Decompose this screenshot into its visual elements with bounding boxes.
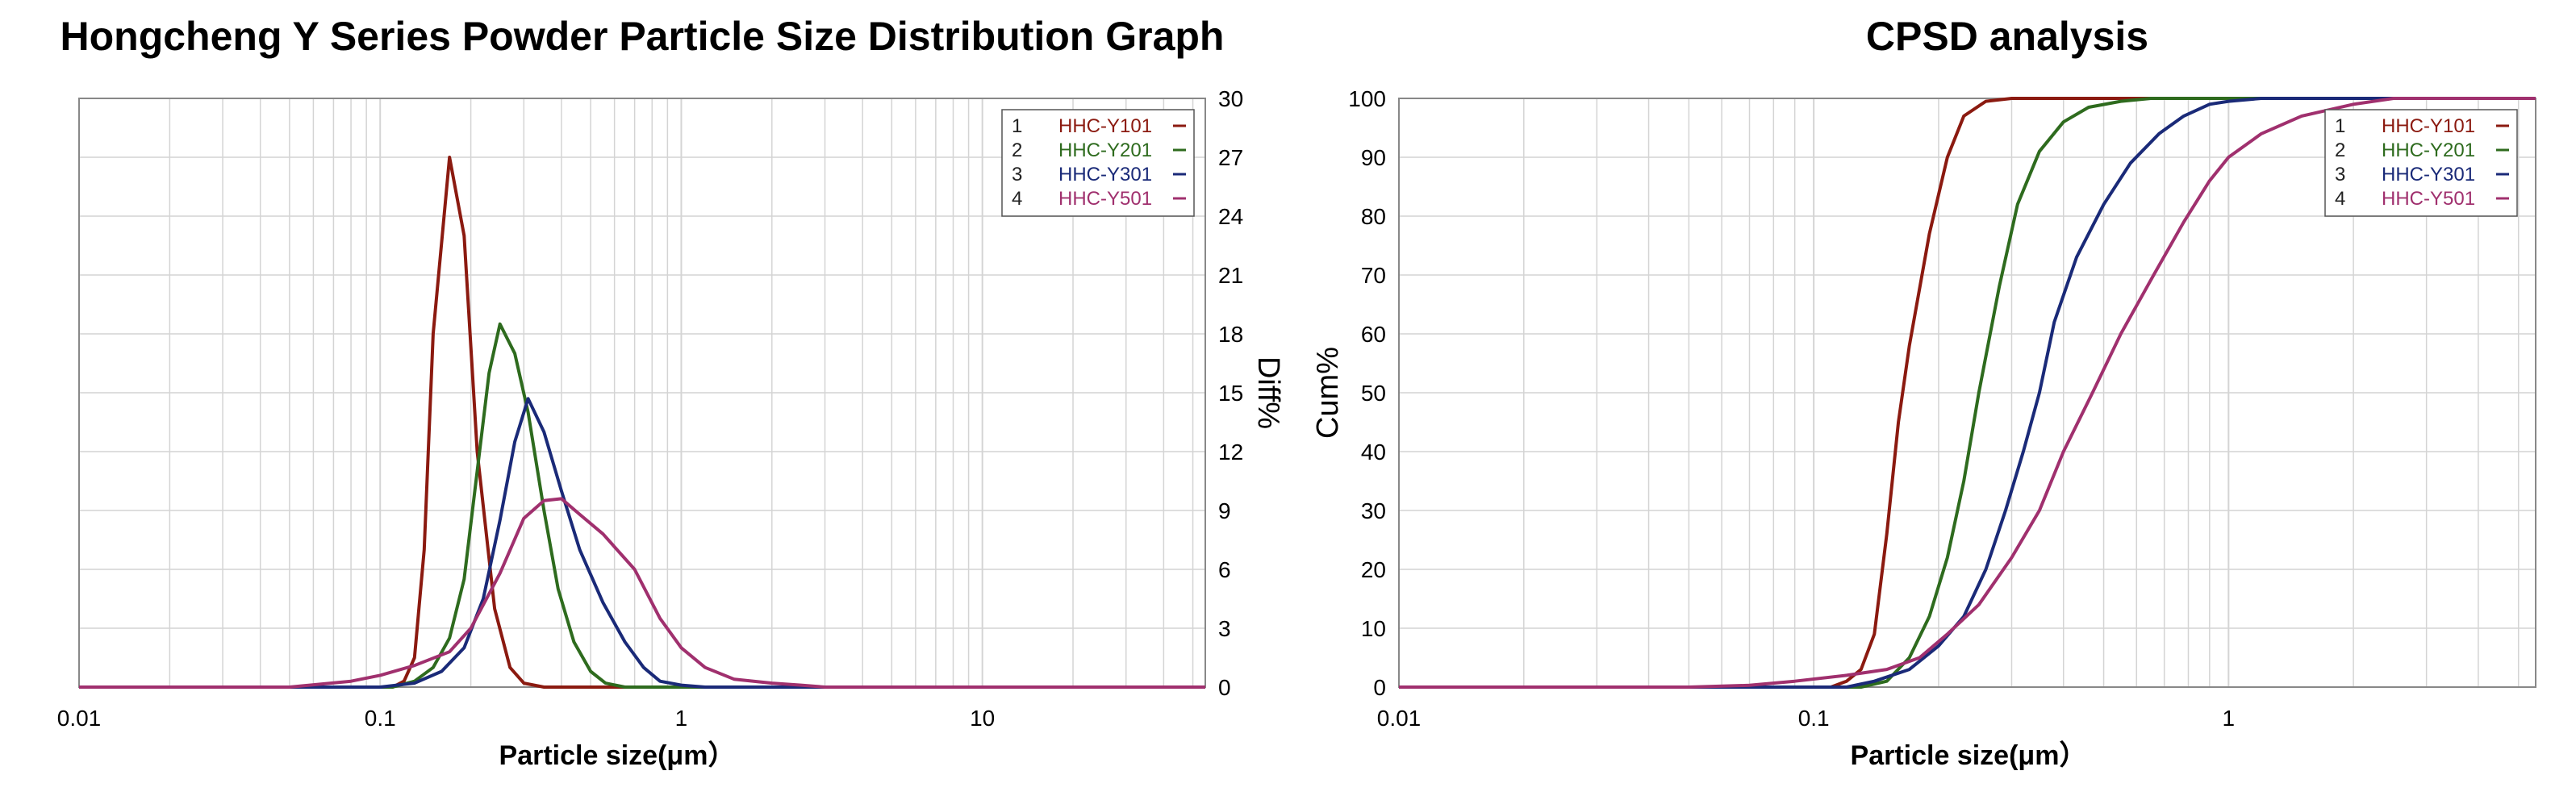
y-tick-label: 21 xyxy=(1218,263,1243,288)
y-tick-label: 18 xyxy=(1218,322,1243,347)
series-line-hhc-y501 xyxy=(79,497,1205,689)
x-tick-label: 0.01 xyxy=(57,706,102,731)
y-tick-label: 50 xyxy=(1361,381,1386,406)
y-tick-label: 40 xyxy=(1361,440,1386,465)
series-line-hhc-y501 xyxy=(1399,97,2536,689)
series-line-hhc-y301 xyxy=(79,397,1205,689)
legend-index: 1 xyxy=(2335,115,2345,137)
legend-index: 1 xyxy=(1012,115,1022,137)
y-axis-label: Cum% xyxy=(1311,347,1345,439)
y-tick-label: 90 xyxy=(1361,145,1386,170)
legend-box xyxy=(1001,109,1195,217)
y-tick-label: 0 xyxy=(1373,675,1386,700)
x-axis-label: Particle size(μm） xyxy=(1851,740,2087,771)
legend-index: 3 xyxy=(1012,164,1022,185)
x-tick-label: 1 xyxy=(2223,706,2236,731)
y-tick-label: 27 xyxy=(1218,145,1243,170)
legend-label: HHC-Y301 xyxy=(2382,164,2475,185)
chart-title: Hongcheng Y Series Powder Particle Size … xyxy=(61,14,1225,59)
y-tick-label: 6 xyxy=(1218,557,1231,582)
y-tick-label: 9 xyxy=(1218,498,1231,523)
x-tick-label: 0.1 xyxy=(1798,706,1830,731)
x-tick-label: 0.01 xyxy=(1377,706,1422,731)
legend-index: 3 xyxy=(2335,164,2345,185)
y-tick-label: 30 xyxy=(1361,498,1386,523)
y-tick-label: 20 xyxy=(1361,557,1386,582)
legend-index: 2 xyxy=(2335,140,2345,161)
x-axis-label: Particle size(μm） xyxy=(499,740,736,771)
y-tick-label: 24 xyxy=(1218,204,1243,229)
y-tick-label: 15 xyxy=(1218,381,1243,406)
legend-label: HHC-Y201 xyxy=(2382,140,2475,161)
y-tick-label: 80 xyxy=(1361,204,1386,229)
y-tick-label: 30 xyxy=(1218,86,1243,111)
y-tick-label: 10 xyxy=(1361,616,1386,641)
legend: 1 HHC-Y101 2 HHC-Y201 3 HHC-Y301 4 HHC-Y501 xyxy=(2324,109,2518,217)
series-line-hhc-y201 xyxy=(79,322,1205,689)
legend-box xyxy=(2324,109,2518,217)
legend-index: 4 xyxy=(2335,188,2345,210)
series-line-hhc-y101 xyxy=(1399,97,2536,689)
series-line-hhc-y201 xyxy=(1399,97,2536,689)
y-tick-label: 12 xyxy=(1218,440,1243,465)
legend: 1 HHC-Y101 2 HHC-Y201 3 HHC-Y301 4 HHC-Y501 xyxy=(1001,109,1195,217)
y-tick-label: 70 xyxy=(1361,263,1386,288)
chart-title: CPSD analysis xyxy=(1866,14,2148,59)
x-tick-label: 10 xyxy=(970,706,995,731)
legend-label: HHC-Y101 xyxy=(2382,115,2475,137)
legend-label: HHC-Y501 xyxy=(2382,188,2475,210)
legend-label: HHC-Y301 xyxy=(1058,164,1152,185)
y-tick-label: 3 xyxy=(1218,616,1231,641)
series-line-hhc-y101 xyxy=(79,156,1205,689)
x-tick-label: 1 xyxy=(675,706,688,731)
legend-index: 4 xyxy=(1012,188,1022,210)
legend-index: 2 xyxy=(1012,140,1022,161)
legend-label: HHC-Y101 xyxy=(1058,115,1152,137)
y-tick-label: 100 xyxy=(1348,86,1386,111)
y-tick-label: 60 xyxy=(1361,322,1386,347)
series-line-hhc-y301 xyxy=(1399,97,2536,689)
legend-label: HHC-Y201 xyxy=(1058,140,1152,161)
legend-label: HHC-Y501 xyxy=(1058,188,1152,210)
y-axis-label: Diff% xyxy=(1251,356,1285,429)
x-tick-label: 0.1 xyxy=(365,706,396,731)
plot-frame xyxy=(1398,98,2536,688)
y-tick-label: 0 xyxy=(1218,675,1231,700)
